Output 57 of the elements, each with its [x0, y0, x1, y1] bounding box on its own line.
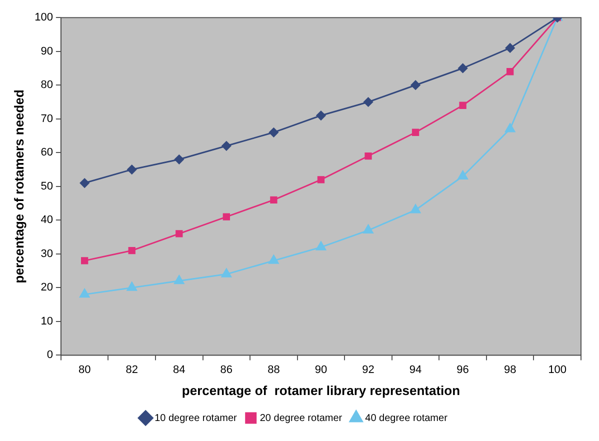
y-tick-label: 80 — [40, 79, 53, 92]
y-tick-label: 100 — [34, 12, 53, 24]
x-tick-label: 82 — [126, 364, 138, 376]
point — [80, 178, 90, 188]
legend-label: 10 degree rotamer — [154, 412, 238, 424]
x-tick-label: 86 — [220, 364, 233, 376]
point — [410, 204, 421, 214]
y-tick-label: 50 — [40, 180, 53, 192]
point — [316, 110, 326, 120]
point — [505, 123, 516, 132]
point — [412, 128, 420, 136]
point — [364, 152, 372, 160]
point — [506, 68, 514, 76]
x-tick-label: 84 — [173, 364, 186, 376]
point — [81, 257, 88, 264]
point — [317, 176, 325, 184]
point — [174, 154, 184, 164]
y-tick-label: 30 — [40, 248, 53, 260]
y-tick-label: 10 — [40, 315, 53, 328]
x-tick-label: 94 — [409, 364, 422, 376]
point — [126, 282, 137, 291]
point — [270, 196, 278, 204]
point — [410, 80, 420, 90]
x-axis-title: percentage of rotamer library representation — [182, 382, 460, 398]
y-tick-label: 90 — [40, 45, 53, 58]
point — [458, 170, 468, 180]
point — [80, 288, 90, 298]
point — [222, 141, 232, 151]
point — [459, 102, 466, 109]
point — [458, 63, 468, 73]
x-tick-label: 90 — [314, 364, 328, 376]
y-tick-label: 20 — [40, 282, 53, 294]
point — [222, 213, 230, 220]
y-tick-label: 60 — [40, 146, 53, 159]
point — [268, 128, 278, 138]
point — [363, 224, 374, 234]
legend-label: 20 degree rotamer — [260, 412, 343, 424]
x-tick-label: 98 — [504, 364, 516, 376]
x-tick-label: 80 — [78, 364, 91, 376]
y-axis-title: percentage of rotamers needed — [11, 90, 26, 284]
y-tick-label: 40 — [40, 214, 53, 226]
point — [127, 164, 137, 174]
point — [174, 275, 184, 284]
point — [505, 43, 515, 53]
y-tick-label: 0 — [46, 349, 53, 362]
point — [268, 254, 279, 264]
x-tick-label: 92 — [362, 364, 374, 376]
point — [221, 268, 232, 278]
point — [128, 246, 136, 254]
x-tick-label: 100 — [548, 364, 567, 376]
point — [176, 230, 183, 238]
point — [316, 241, 326, 250]
y-tick-label: 70 — [40, 112, 53, 125]
point — [364, 97, 374, 107]
x-tick-label: 96 — [456, 364, 469, 376]
legend-label: 40 degree rotamer — [365, 412, 448, 424]
x-tick-label: 88 — [268, 364, 280, 376]
